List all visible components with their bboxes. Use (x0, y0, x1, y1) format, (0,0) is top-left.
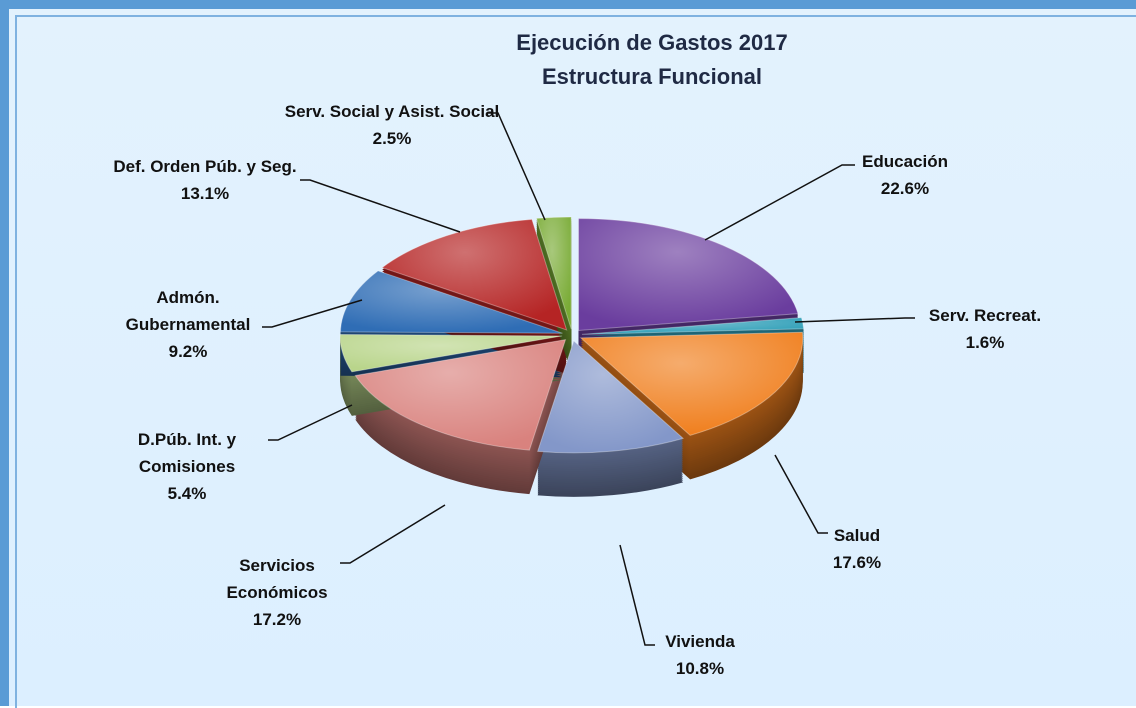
leader-line (300, 179, 461, 233)
category-label: Serv. Recreat. (928, 306, 1042, 325)
leader-line (340, 504, 446, 564)
value-label: 10.8% (675, 659, 725, 678)
leader-line (619, 544, 655, 646)
slice-sheen (355, 339, 566, 451)
slice-sheen (580, 332, 803, 436)
value-label: 22.6% (880, 179, 930, 198)
slice-sheen (581, 317, 804, 335)
slice-sheen (382, 219, 567, 330)
slice-label: D.Púb. Int. y Comisiones 5.4% (102, 426, 272, 507)
category-label: Serv. Social y Asist. Social (284, 102, 500, 121)
slice-label: Serv. Recreat. 1.6% (910, 302, 1060, 356)
chart-title: Ejecución de Gastos 2017 (516, 30, 788, 55)
value-label: 1.6% (965, 333, 1005, 352)
slice-label: Serv. Social y Asist. Social 2.5% (282, 98, 502, 152)
leader-line (774, 454, 828, 534)
value-label: 17.2% (252, 610, 302, 629)
leader-line (794, 317, 915, 323)
category-label: Vivienda (665, 632, 735, 651)
slice-sheen (578, 218, 798, 331)
slice-label: Vivienda 10.8% (645, 628, 755, 682)
value-label: 5.4% (167, 484, 207, 503)
category-label: D.Púb. Int. y Comisiones (137, 430, 237, 476)
slice-sheen (340, 270, 563, 334)
leader-line (262, 299, 363, 328)
value-label: 9.2% (168, 342, 208, 361)
slice-label: Def. Orden Púb. y Seg. 13.1% (105, 153, 305, 207)
category-label: Def. Orden Púb. y Seg. (113, 157, 297, 176)
value-label: 2.5% (372, 129, 412, 148)
leader-line (704, 164, 855, 241)
slice-sheen (536, 217, 572, 330)
slice-label: Salud 17.6% (807, 522, 907, 576)
category-label: Educación (862, 152, 948, 171)
plot-area (15, 15, 1136, 708)
leader-line (488, 112, 546, 221)
leader-line (268, 404, 353, 441)
slice-label: Admón. Gubernamental 9.2% (103, 284, 273, 365)
slice-label: Educación 22.6% (835, 148, 975, 202)
slice-sheen (340, 334, 563, 372)
value-label: 17.6% (832, 553, 882, 572)
category-label: Admón. Gubernamental (125, 288, 251, 334)
category-label: Servicios Económicos (226, 556, 328, 602)
chart-subtitle: Estructura Funcional (541, 64, 763, 89)
value-label: 13.1% (180, 184, 230, 203)
slice-label: Servicios Económicos 17.2% (207, 552, 347, 633)
slice-sheen (537, 340, 684, 453)
category-label: Salud (833, 526, 881, 545)
